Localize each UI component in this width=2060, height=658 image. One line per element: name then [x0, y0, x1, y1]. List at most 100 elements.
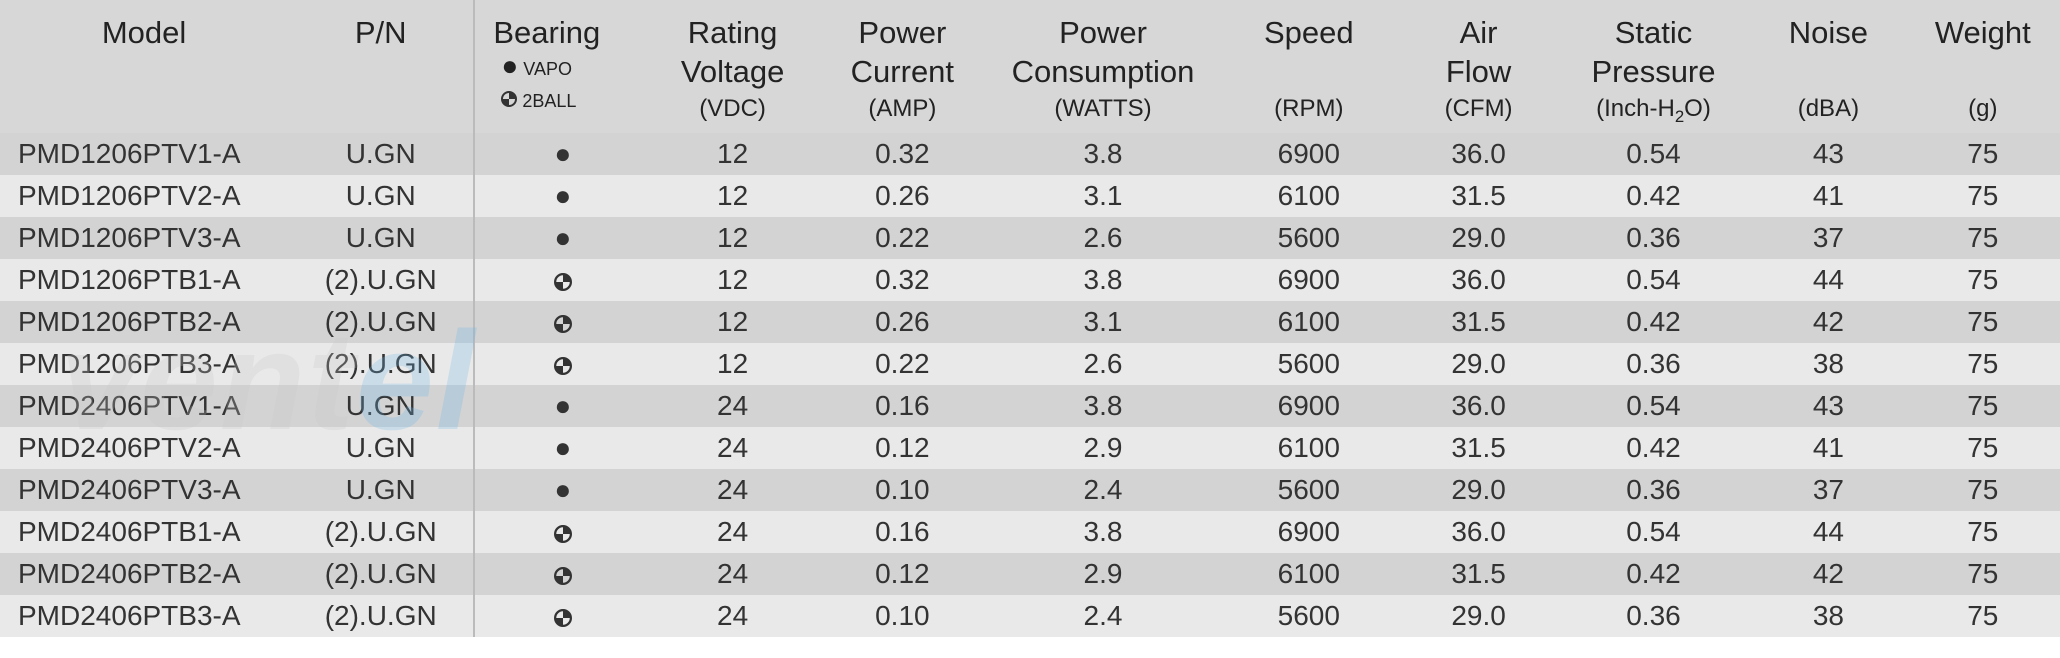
- hdr-current: Power Current (AMP): [815, 0, 990, 133]
- cell-voltage: 24: [650, 469, 815, 511]
- cell-noise: 44: [1751, 259, 1905, 301]
- hdr-pn: P/N: [288, 0, 473, 133]
- vapo-legend-icon: ●: [501, 50, 518, 81]
- cell-airflow: 31.5: [1401, 175, 1555, 217]
- spec-table: Model P/N Bearing ● VAPO 2BALL Rating Vo…: [0, 0, 2060, 637]
- vapo-legend-label: VAPO: [523, 59, 572, 79]
- hdr-power-unit: (WATTS): [994, 94, 1212, 124]
- cell-bearing: ●: [475, 133, 650, 175]
- cell-static: 0.42: [1556, 553, 1752, 595]
- cell-static: 0.42: [1556, 427, 1752, 469]
- hdr-voltage-unit: (VDC): [654, 94, 811, 124]
- cell-noise: 37: [1751, 217, 1905, 259]
- cell-speed: 6900: [1216, 259, 1401, 301]
- ball-icon: [554, 264, 572, 295]
- cell-pn: (2).U.GN: [288, 259, 473, 301]
- cell-speed: 6100: [1216, 553, 1401, 595]
- vapo-icon: ●: [554, 432, 571, 463]
- cell-weight: 75: [1906, 217, 2060, 259]
- table-body: PMD1206PTV1-AU.GN●120.323.8690036.00.544…: [0, 133, 2060, 637]
- vapo-icon: ●: [554, 474, 571, 505]
- cell-weight: 75: [1906, 553, 2060, 595]
- hdr-static: Static Pressure (Inch-H2O): [1556, 0, 1752, 133]
- cell-pn: U.GN: [288, 133, 473, 175]
- cell-pn: U.GN: [288, 469, 473, 511]
- cell-bearing: ●: [475, 427, 650, 469]
- cell-static: 0.54: [1556, 385, 1752, 427]
- table-row: PMD2406PTB1-A(2).U.GN240.163.8690036.00.…: [0, 511, 2060, 553]
- cell-pn: (2).U.GN: [288, 343, 473, 385]
- cell-weight: 75: [1906, 511, 2060, 553]
- cell-model: PMD1206PTB2-A: [0, 301, 288, 343]
- cell-bearing: [475, 595, 650, 637]
- hdr-weight-unit: (g): [1910, 94, 2056, 124]
- cell-speed: 5600: [1216, 217, 1401, 259]
- cell-static: 0.36: [1556, 595, 1752, 637]
- cell-current: 0.16: [815, 511, 990, 553]
- cell-static: 0.54: [1556, 259, 1752, 301]
- hdr-current-unit: (AMP): [819, 94, 986, 124]
- cell-static: 0.36: [1556, 343, 1752, 385]
- cell-bearing: [475, 301, 650, 343]
- cell-bearing: [475, 511, 650, 553]
- cell-speed: 6900: [1216, 133, 1401, 175]
- hdr-weight: Weight (g): [1906, 0, 2060, 133]
- cell-model: PMD2406PTV3-A: [0, 469, 288, 511]
- cell-noise: 41: [1751, 175, 1905, 217]
- cell-airflow: 36.0: [1401, 133, 1555, 175]
- hdr-current-label: Power Current: [837, 14, 967, 92]
- cell-voltage: 24: [650, 511, 815, 553]
- cell-power: 3.8: [990, 385, 1216, 427]
- cell-bearing: ●: [475, 217, 650, 259]
- vapo-icon: ●: [554, 222, 571, 253]
- cell-current: 0.12: [815, 427, 990, 469]
- cell-pn: U.GN: [288, 427, 473, 469]
- cell-pn: U.GN: [288, 175, 473, 217]
- table-row: PMD2406PTB3-A(2).U.GN240.102.4560029.00.…: [0, 595, 2060, 637]
- cell-airflow: 36.0: [1401, 511, 1555, 553]
- cell-model: PMD1206PTV1-A: [0, 133, 288, 175]
- cell-current: 0.22: [815, 343, 990, 385]
- cell-model: PMD2406PTV2-A: [0, 427, 288, 469]
- cell-weight: 75: [1906, 385, 2060, 427]
- cell-airflow: 29.0: [1401, 469, 1555, 511]
- ball-icon: [554, 516, 572, 547]
- cell-pn: (2).U.GN: [288, 553, 473, 595]
- cell-bearing: [475, 553, 650, 595]
- cell-model: PMD1206PTB3-A: [0, 343, 288, 385]
- cell-pn: (2).U.GN: [288, 511, 473, 553]
- table-row: PMD1206PTV2-AU.GN●120.263.1610031.50.424…: [0, 175, 2060, 217]
- cell-power: 2.9: [990, 553, 1216, 595]
- cell-noise: 43: [1751, 385, 1905, 427]
- cell-noise: 38: [1751, 595, 1905, 637]
- cell-weight: 75: [1906, 469, 2060, 511]
- cell-static: 0.36: [1556, 217, 1752, 259]
- cell-current: 0.32: [815, 133, 990, 175]
- cell-airflow: 29.0: [1401, 343, 1555, 385]
- cell-power: 3.8: [990, 511, 1216, 553]
- vapo-icon: ●: [554, 390, 571, 421]
- cell-static: 0.42: [1556, 175, 1752, 217]
- cell-speed: 5600: [1216, 595, 1401, 637]
- cell-voltage: 12: [650, 343, 815, 385]
- cell-voltage: 12: [650, 217, 815, 259]
- cell-pn: (2).U.GN: [288, 595, 473, 637]
- cell-model: PMD1206PTV3-A: [0, 217, 288, 259]
- hdr-bearing-label: Bearing: [493, 15, 600, 50]
- cell-power: 3.1: [990, 301, 1216, 343]
- cell-bearing: ●: [475, 385, 650, 427]
- ball-legend-icon: [501, 91, 517, 111]
- table-row: PMD2406PTV2-AU.GN●240.122.9610031.50.424…: [0, 427, 2060, 469]
- vapo-icon: ●: [554, 180, 571, 211]
- cell-weight: 75: [1906, 175, 2060, 217]
- cell-voltage: 24: [650, 595, 815, 637]
- table-row: PMD1206PTB2-A(2).U.GN120.263.1610031.50.…: [0, 301, 2060, 343]
- hdr-model-label: Model: [102, 15, 186, 50]
- cell-bearing: ●: [475, 175, 650, 217]
- ball-icon: [554, 306, 572, 337]
- cell-airflow: 29.0: [1401, 217, 1555, 259]
- cell-airflow: 31.5: [1401, 427, 1555, 469]
- table-row: PMD1206PTV1-AU.GN●120.323.8690036.00.544…: [0, 133, 2060, 175]
- cell-weight: 75: [1906, 301, 2060, 343]
- ball-legend-label: 2BALL: [522, 91, 576, 111]
